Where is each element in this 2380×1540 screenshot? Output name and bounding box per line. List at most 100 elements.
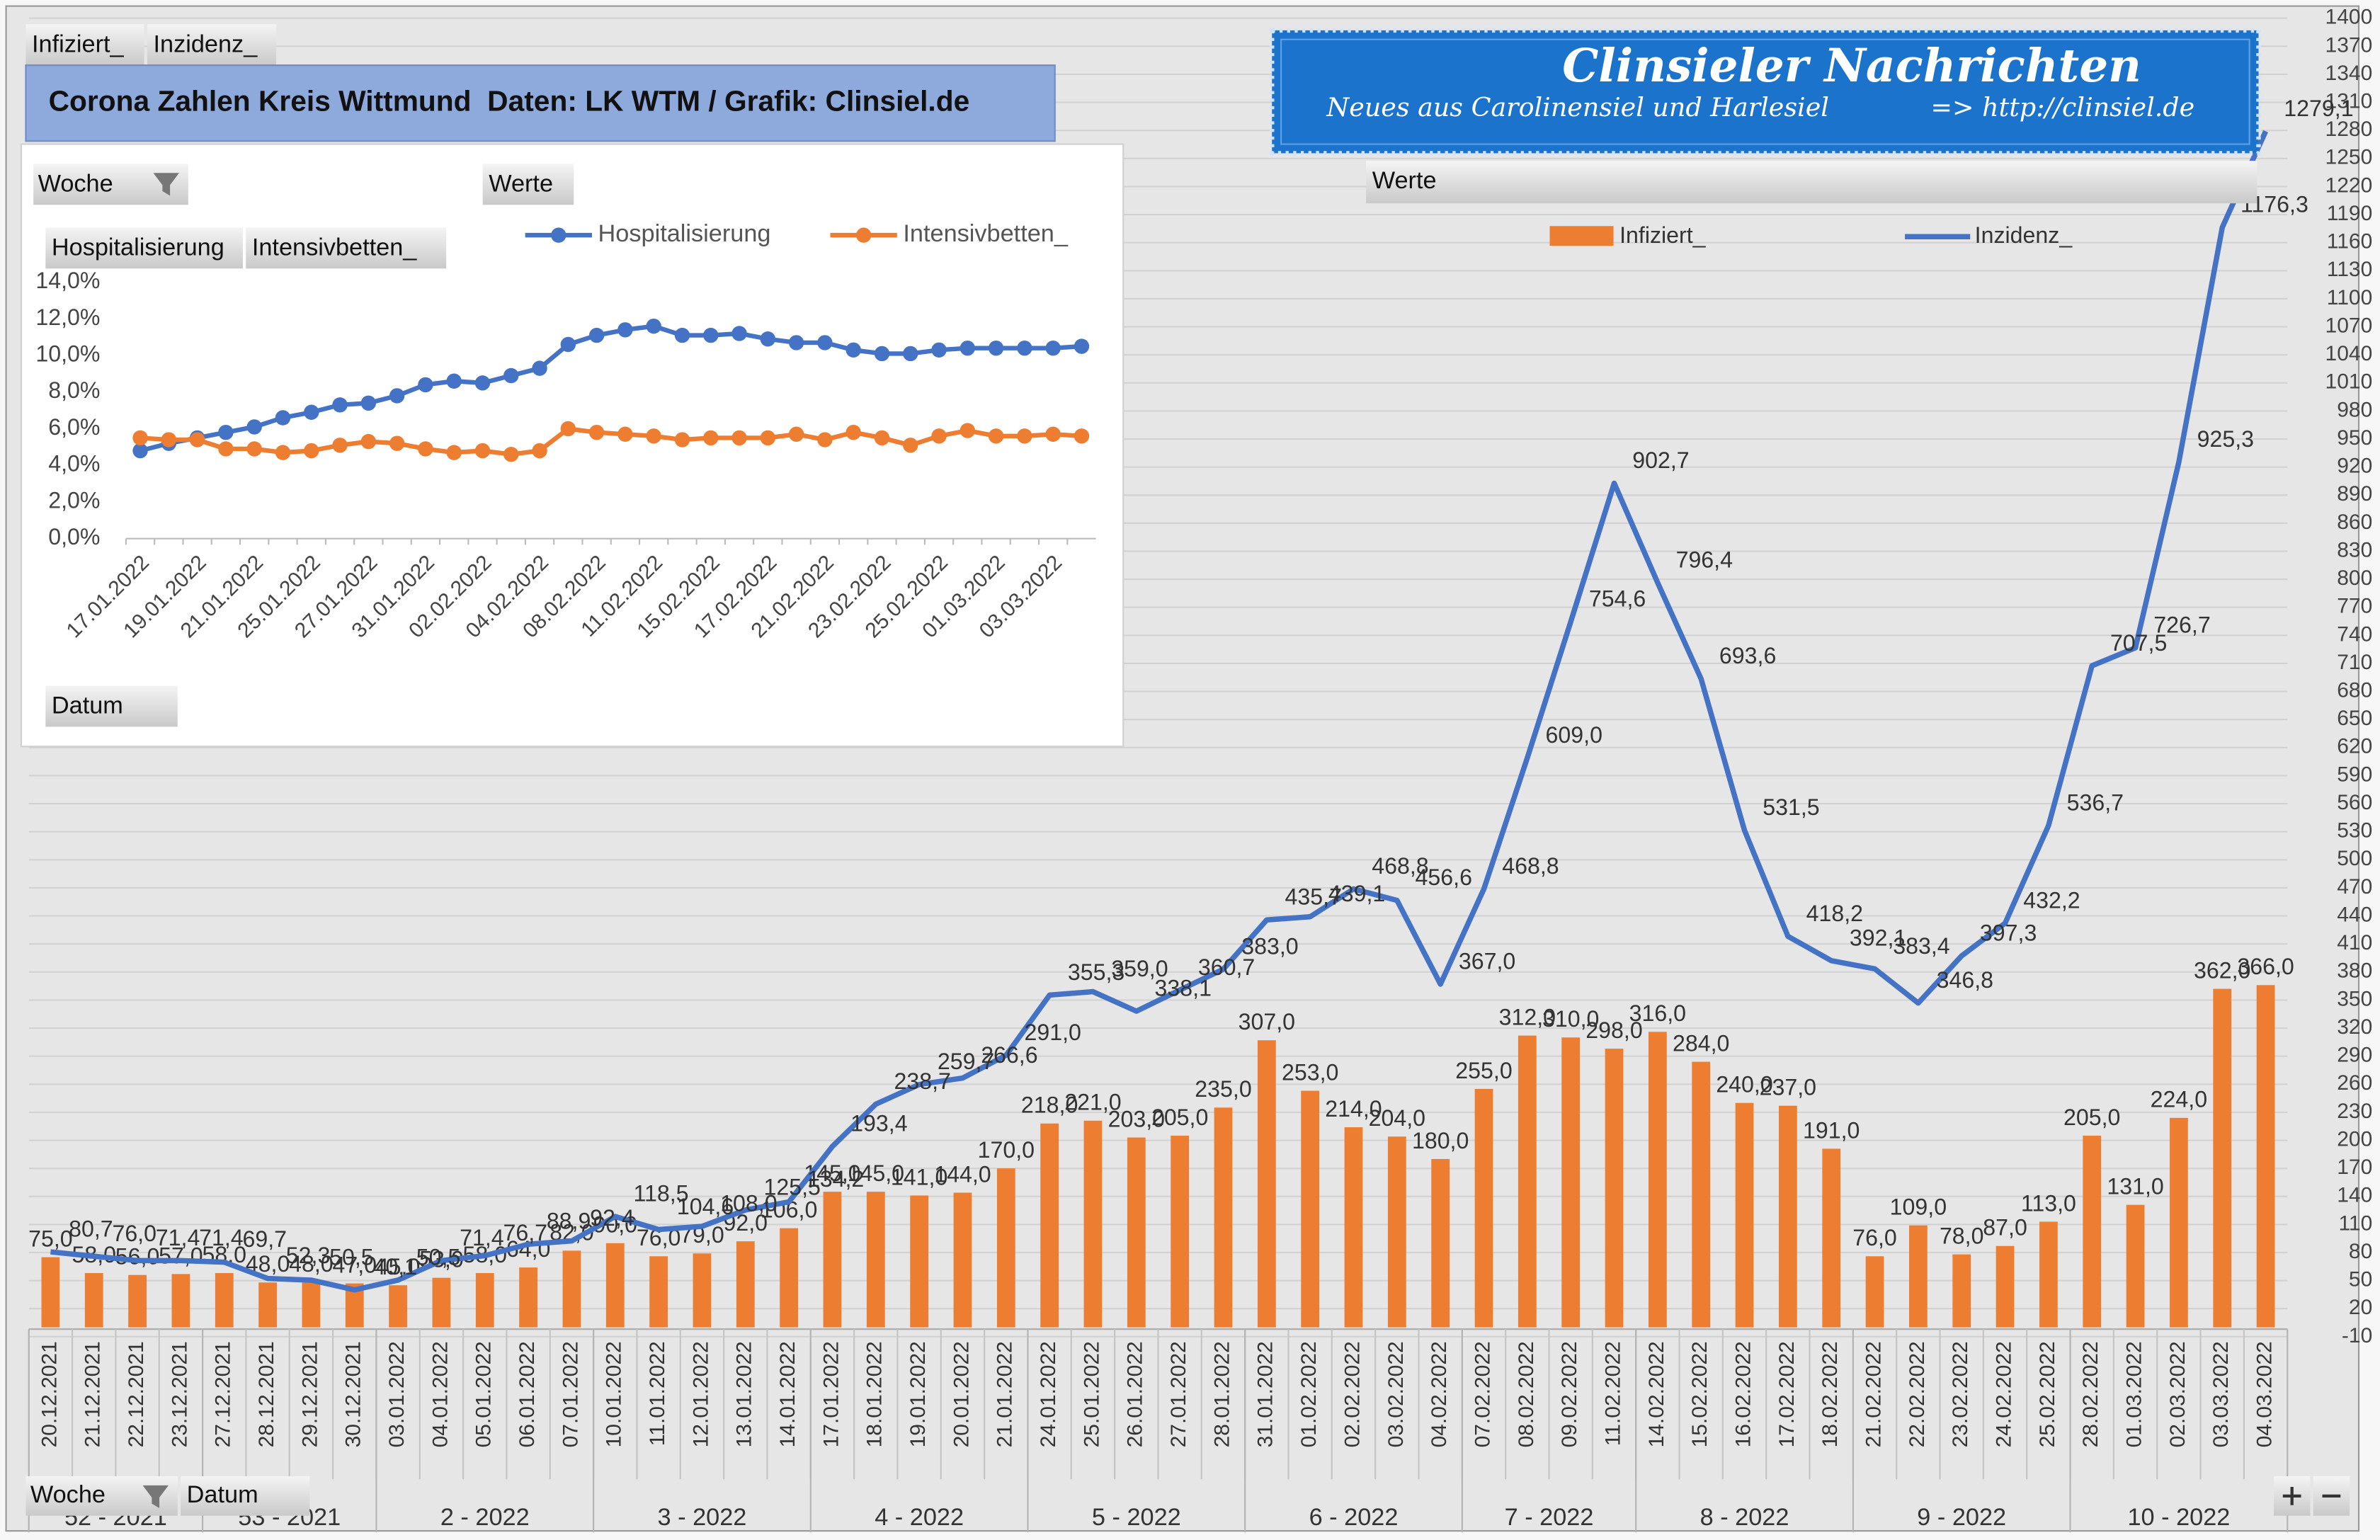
data-label: 531,5	[1763, 794, 1819, 820]
collapse-button[interactable]	[2313, 1476, 2350, 1516]
x-tick-label: 17.02.2022	[1775, 1341, 1799, 1447]
field-button[interactable]: Werte	[1366, 161, 2257, 204]
point	[1074, 428, 1090, 444]
point	[304, 443, 319, 459]
y-tick-label: 0,0%	[48, 524, 100, 549]
button-bg	[45, 685, 178, 727]
button-bg	[45, 227, 243, 269]
banner: Clinsieler Nachrichten Neues aus Carolin…	[1270, 28, 2261, 156]
field-button[interactable]: Intensivbetten_	[246, 227, 447, 269]
point	[703, 327, 719, 343]
data-label: 108,0	[720, 1191, 777, 1216]
y-tick-label: 260	[2337, 1071, 2372, 1095]
bar	[171, 1274, 190, 1328]
data-label: 71,4	[156, 1225, 200, 1250]
bar	[996, 1168, 1015, 1328]
bar	[866, 1192, 885, 1328]
data-label: 40,1	[372, 1254, 417, 1279]
field-button[interactable]: Datum	[181, 1476, 310, 1516]
data-label: 87,0	[1983, 1215, 2027, 1240]
x-tick-label: 30.12.2021	[342, 1341, 365, 1447]
data-label: 253,0	[1282, 1059, 1338, 1085]
x-tick-label: 06.01.2022	[516, 1341, 539, 1447]
y-tick-label: 680	[2337, 679, 2372, 702]
button-bg	[25, 24, 144, 66]
field-button[interactable]: Inzidenz_	[147, 24, 277, 66]
data-label: 204,0	[1369, 1105, 1425, 1131]
y-tick-label: 320	[2337, 1015, 2372, 1039]
x-tick-label: 29.12.2021	[298, 1341, 321, 1447]
expand-button[interactable]	[2273, 1476, 2311, 1516]
button-bg	[246, 227, 447, 269]
y-tick-label: 14,0%	[35, 268, 100, 293]
data-label: 307,0	[1239, 1009, 1295, 1034]
legend-marker	[855, 227, 872, 243]
bar	[389, 1285, 407, 1328]
x-tick-label: 02.02.2022	[1340, 1341, 1364, 1447]
point	[674, 432, 690, 447]
x-tick-label: 18.02.2022	[1818, 1341, 1842, 1447]
y-tick-label: 560	[2337, 791, 2372, 814]
point	[988, 340, 1004, 356]
y-tick-label: 620	[2337, 735, 2372, 758]
button-label: Inzidenz_	[153, 30, 258, 57]
bar	[258, 1282, 277, 1328]
x-tick-label: 02.03.2022	[2166, 1341, 2190, 1447]
bar	[823, 1192, 842, 1328]
x-tick-label: 07.01.2022	[559, 1341, 582, 1447]
point	[1045, 340, 1061, 356]
x-tick-label: 24.02.2022	[1992, 1341, 2015, 1447]
x-tick-label: 09.02.2022	[1558, 1341, 1581, 1447]
week-label: 6 - 2022	[1309, 1504, 1399, 1531]
data-label: 392,1	[1850, 925, 1906, 950]
y-tick-label: 1160	[2327, 230, 2373, 253]
y-tick-label: 830	[2337, 538, 2372, 561]
line	[50, 130, 2268, 1293]
bar	[1692, 1061, 1711, 1328]
field-button[interactable]: Datum	[45, 685, 178, 727]
bar	[1127, 1137, 1146, 1328]
y-tick-label: 2,0%	[48, 487, 100, 513]
data-label: 439,1	[1328, 881, 1385, 906]
bar	[1865, 1256, 1884, 1328]
y-tick-label: 770	[2337, 595, 2372, 618]
bar	[1605, 1049, 1624, 1328]
data-label: 284,0	[1673, 1030, 1729, 1056]
point	[474, 443, 491, 459]
field-button[interactable]: Woche	[25, 1476, 178, 1516]
line	[140, 324, 1082, 453]
bar	[2256, 985, 2275, 1328]
data-label: 366,0	[2237, 954, 2294, 979]
y-tick-label: 50	[2349, 1268, 2372, 1291]
plus-icon	[2282, 1487, 2301, 1505]
data-label: 76,0	[1852, 1225, 1897, 1250]
point	[760, 331, 776, 347]
point	[446, 445, 462, 460]
field-button[interactable]: Hospitalisierung	[45, 227, 243, 269]
point	[788, 335, 804, 350]
filter-icon	[142, 1485, 169, 1508]
data-label: 1279,1	[2284, 96, 2353, 121]
field-button[interactable]: Infiziert_	[25, 24, 144, 66]
point	[560, 421, 576, 437]
data-label: 796,4	[1676, 547, 1733, 572]
data-label: 76,0	[112, 1221, 156, 1246]
field-button[interactable]: Woche	[33, 164, 188, 205]
bar	[1171, 1135, 1190, 1328]
x-tick-label: 22.02.2022	[1906, 1341, 1929, 1447]
field-button[interactable]: Werte	[482, 164, 574, 205]
y-tick-label: 890	[2337, 482, 2372, 506]
data-label: 52,3	[286, 1243, 331, 1268]
y-tick-label: 410	[2337, 931, 2372, 954]
legend-label: Intensivbetten_	[903, 220, 1068, 247]
point	[674, 327, 690, 343]
data-label: 383,0	[1241, 933, 1298, 959]
data-label: 536,7	[2067, 789, 2124, 815]
data-label: 360,7	[1198, 954, 1255, 980]
plot: 75,058,056,057,058,048,048,047,045,053,0…	[28, 96, 2354, 1328]
y-tick-label: 1070	[2325, 314, 2373, 337]
data-label: 92,4	[590, 1205, 634, 1231]
x-tick-label: 07.02.2022	[1471, 1341, 1494, 1447]
bar	[1518, 1035, 1537, 1328]
point	[132, 430, 148, 446]
